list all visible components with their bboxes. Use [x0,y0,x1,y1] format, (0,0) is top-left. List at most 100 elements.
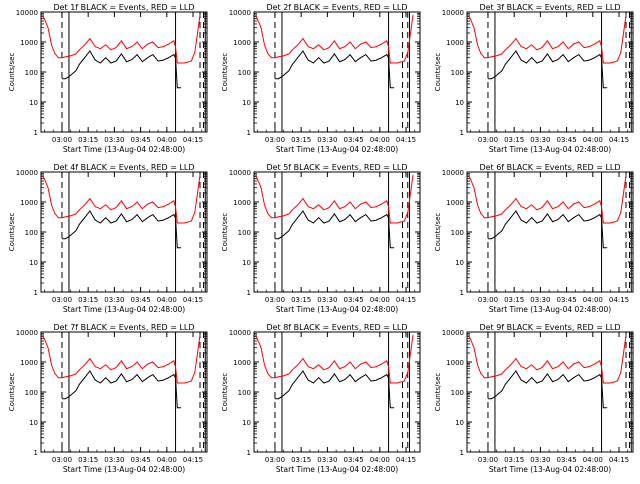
y-tick-label: 10000 [442,169,464,177]
series-point-events [365,374,367,376]
series-point-events [115,380,117,382]
series-point-lld [147,43,148,45]
series-point-lld [318,44,320,46]
x-tick-label: 03:15 [78,456,98,464]
series-point-lld [162,46,164,48]
series-point-events [79,223,80,225]
series-point-events [531,57,533,59]
series-point-lld [365,41,367,43]
series-point-events [302,210,304,212]
series-point-lld [616,220,618,222]
series-point-lld [536,209,538,211]
series-point-lld [279,216,281,217]
series-point-events [365,214,367,216]
series-point-lld [162,206,164,208]
series-point-lld [271,57,272,59]
x-axis-label: Start Time (13-Aug-04 02:48:00) [489,145,611,154]
series-point-lld [328,207,330,209]
y-tick-label: 10000 [16,329,38,337]
series-point-lld [105,204,107,206]
series-point-events [365,54,367,56]
series-point-events [168,217,169,219]
y-tick-label: 1000 [446,199,464,207]
series-point-lld [484,57,485,59]
series-point-lld [573,203,574,205]
series-point-lld [94,46,96,48]
series-point-lld [281,56,283,57]
series-point-lld [79,49,80,51]
series-point-events [157,220,159,222]
series-point-lld [267,373,269,375]
series-point-events [274,78,276,80]
series-point-events [510,217,512,219]
series-point-events [344,219,346,220]
series-point-events [531,377,533,379]
subplot-5: 1 10 100 1000 10000 03:00 03:15 03:30 03:45 04:00… [221,163,421,314]
series-point-events [360,57,361,59]
series-point-lld [609,382,611,384]
series-point-lld [557,206,559,208]
series-point-events [510,377,512,379]
y-axis-label: Counts/sec [8,373,16,412]
series-point-lld [339,48,341,50]
series-point-lld [578,201,580,203]
series-point-events [175,377,176,379]
series-point-lld [623,27,625,29]
x-tick-label: 03:45 [344,136,364,144]
series-point-lld [623,347,625,349]
x-tick-label: 03:30 [104,296,124,304]
series-point-lld [494,216,496,217]
series-point-events [594,57,595,59]
series-point-lld [407,372,409,373]
series-line-lld [468,334,627,384]
series-point-lld [339,208,341,210]
series-point-lld [520,206,522,208]
x-tick-label: 03:45 [557,136,577,144]
y-axis-label: Counts/sec [8,213,16,252]
series-point-lld [51,204,52,206]
series-point-lld [501,53,503,55]
series-point-events [557,219,559,220]
series-point-events [79,63,80,65]
series-point-lld [515,198,517,199]
series-point-events [115,220,117,222]
series-point-events [515,210,517,212]
series-point-lld [110,209,112,211]
series-point-events [588,379,590,381]
y-tick-label: 10 [29,99,38,107]
x-tick-label: 04:00 [583,136,603,144]
series-point-events [599,214,601,216]
series-point-events [393,247,395,249]
y-tick-label: 100 [238,389,251,397]
series-point-events [594,377,595,379]
series-point-lld [573,363,574,365]
series-point-events [157,60,159,62]
series-point-lld [588,46,590,48]
series-point-events [536,222,538,224]
series-point-events [339,61,341,63]
series-point-lld [370,47,372,49]
series-point-lld [594,43,595,45]
series-point-events [491,238,492,240]
y-tick-label: 10 [29,419,38,427]
plot-frame [253,331,421,453]
series-point-events [105,377,107,379]
series-point-events [389,407,391,409]
series-point-lld [492,56,494,57]
series-point-events [526,222,527,224]
series-point-events [288,70,290,72]
series-point-lld [403,380,405,382]
plot-frame [466,331,634,453]
series-point-events [333,373,335,375]
series-point-lld [175,46,176,48]
series-point-events [546,373,548,375]
series-point-events [578,374,580,376]
y-tick-label: 100 [451,69,464,77]
series-point-lld [599,360,601,362]
series-point-lld [494,376,496,377]
series-point-events [297,57,299,59]
series-point-lld [183,382,185,384]
x-axis-label: Start Time (13-Aug-04 02:48:00) [489,465,611,474]
series-point-lld [412,14,414,16]
